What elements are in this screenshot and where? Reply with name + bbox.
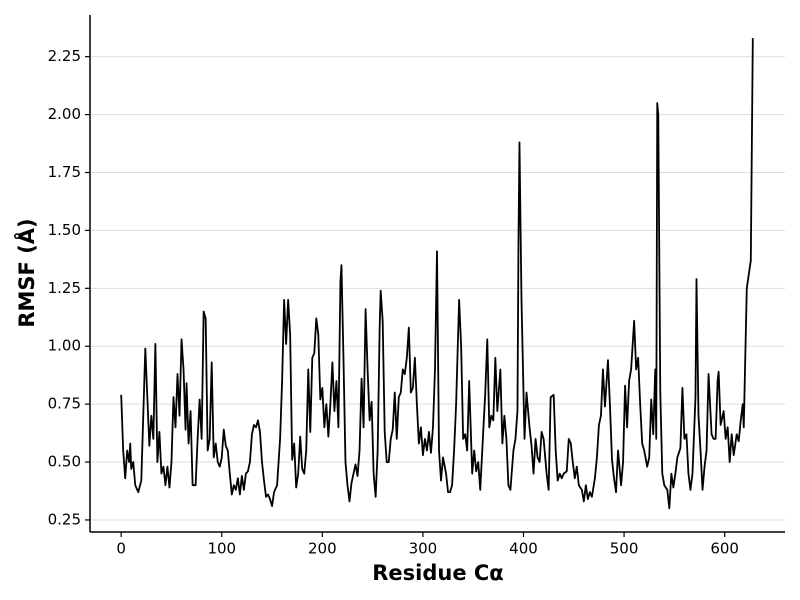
x-tick-label: 0 <box>116 540 126 558</box>
x-tick-label: 400 <box>509 540 538 558</box>
y-tick-label: 1.00 <box>48 337 81 355</box>
y-tick-label: 2.00 <box>48 105 81 123</box>
y-tick-label: 1.25 <box>48 279 81 297</box>
rmsf-line <box>120 38 754 510</box>
y-tick-label: 0.75 <box>48 395 81 413</box>
x-axis-title: Residue Cα <box>372 561 504 585</box>
x-tick-label: 600 <box>710 540 739 558</box>
x-tick-label: 500 <box>610 540 639 558</box>
y-axis-title: RMSF (Å) <box>14 218 39 327</box>
y-tick-label: 1.50 <box>48 221 81 239</box>
y-tick-label: 2.25 <box>48 47 81 65</box>
x-tick-label: 300 <box>409 540 438 558</box>
x-tick-label: 200 <box>308 540 337 558</box>
y-tick-label: 0.25 <box>48 510 81 528</box>
y-tick-label: 0.50 <box>48 453 81 471</box>
y-tick-label: 1.75 <box>48 163 81 181</box>
plot-area <box>120 38 754 510</box>
x-tick-label: 100 <box>207 540 236 558</box>
